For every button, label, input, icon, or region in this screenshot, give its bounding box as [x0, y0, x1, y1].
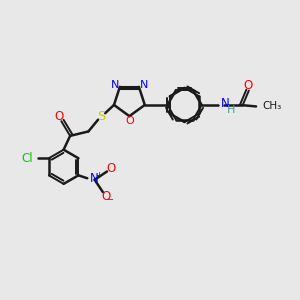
Text: H: H [226, 105, 235, 115]
Text: N: N [140, 80, 148, 90]
Text: S: S [98, 110, 106, 123]
Text: N: N [221, 97, 230, 110]
Text: N: N [111, 80, 119, 90]
Text: N: N [90, 172, 99, 185]
Text: O: O [54, 110, 64, 123]
Text: O: O [244, 79, 253, 92]
Text: CH₃: CH₃ [263, 101, 282, 111]
Text: O: O [101, 190, 110, 203]
Text: Cl: Cl [21, 152, 33, 165]
Text: +: + [95, 171, 102, 180]
Text: O: O [125, 116, 134, 126]
Text: O: O [106, 162, 116, 175]
Text: −: − [106, 195, 114, 205]
